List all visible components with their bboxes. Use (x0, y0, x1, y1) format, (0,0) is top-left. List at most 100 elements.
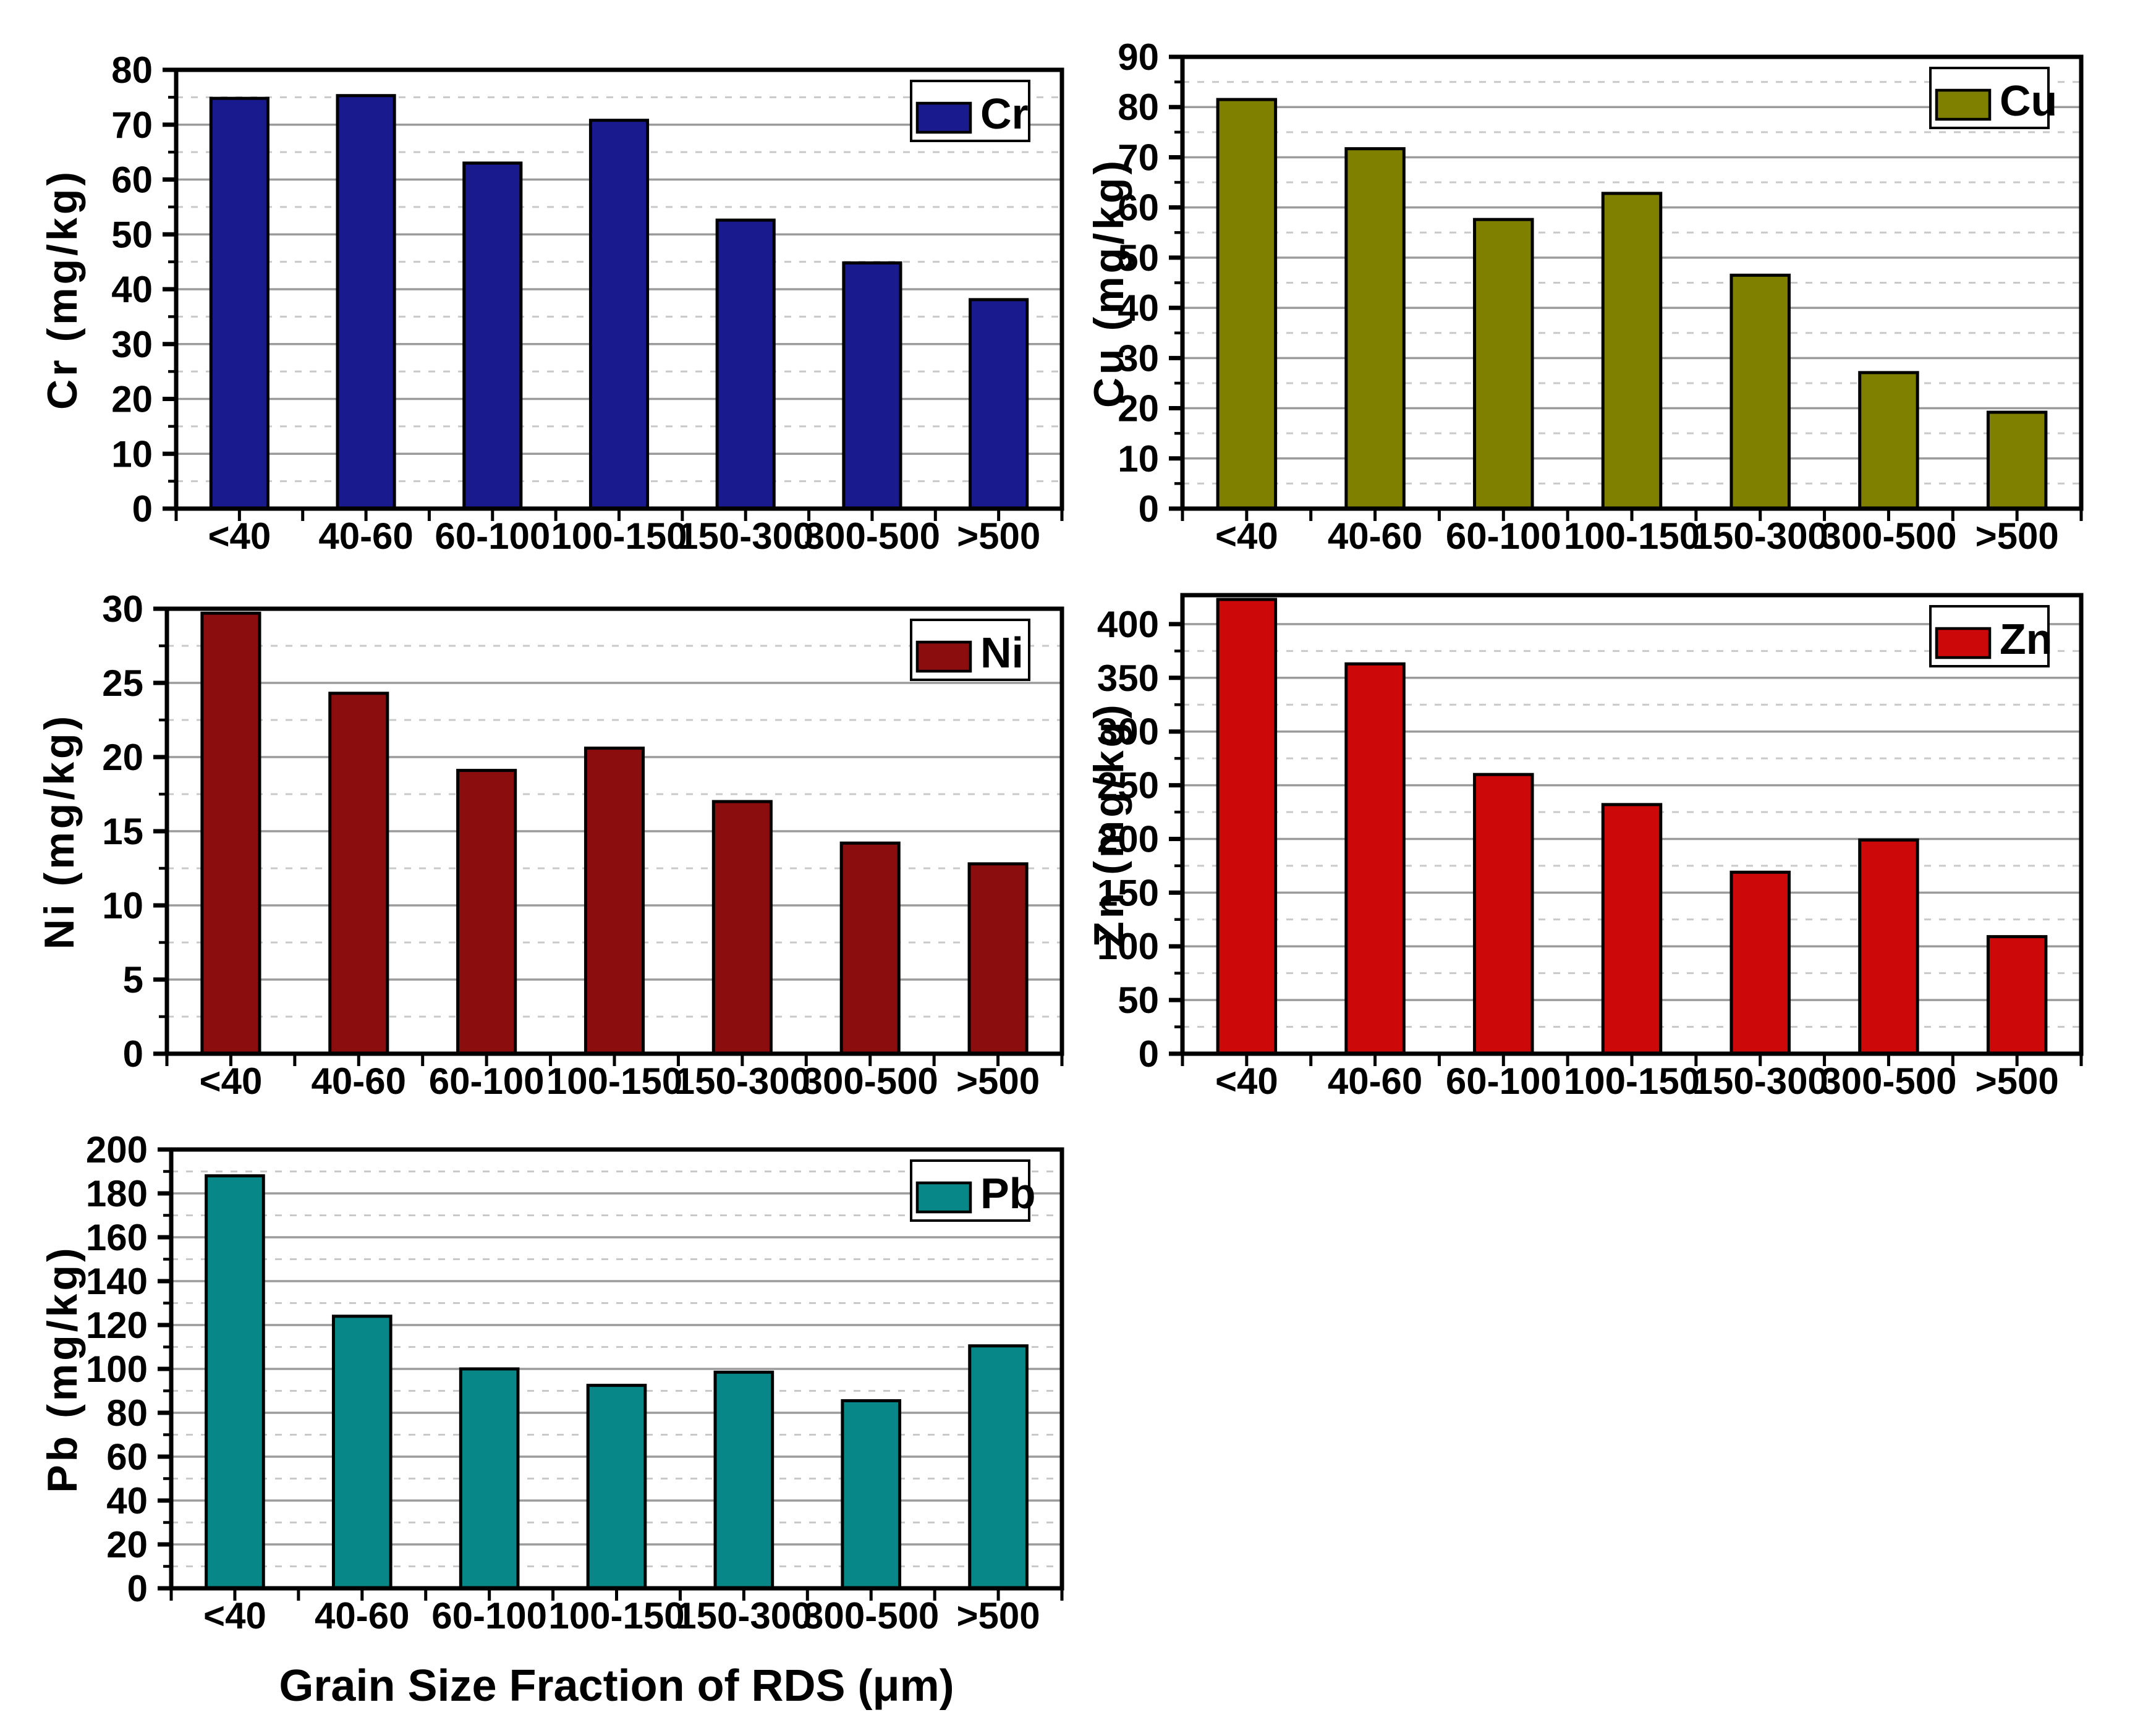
x-tick-label: <40 (200, 1061, 263, 1102)
y-tick-label: 90 (1118, 36, 1159, 78)
y-tick-label: 200 (1097, 818, 1159, 860)
y-tick-label: 20 (102, 737, 143, 778)
legend-cr: Cr (910, 80, 1030, 142)
x-tick-label: 100-150 (1564, 515, 1700, 557)
bar-zn-300-500 (1858, 838, 1919, 1056)
y-tick-label: 200 (86, 1129, 148, 1171)
bar-zn-150-300 (1729, 870, 1791, 1056)
y-tick-label: 400 (1097, 604, 1159, 645)
bar-cr-100-150 (588, 119, 650, 510)
y-tick-label: 50 (111, 214, 153, 255)
y-tick-label: 80 (1118, 87, 1159, 128)
y-tick-label: 0 (1139, 488, 1159, 530)
y-tick-label: 15 (102, 811, 143, 852)
x-tick-label: <40 (1215, 1061, 1278, 1102)
x-tick-label: 100-150 (548, 1595, 684, 1636)
x-axis-title: Grain Size Fraction of RDS (μm) (279, 1661, 954, 1711)
bar-zn-40-60 (1344, 662, 1406, 1056)
bar-cr-150-300 (715, 218, 776, 510)
y-tick-label: 80 (111, 49, 153, 91)
bar-cu-300-500 (1858, 371, 1919, 510)
y-tick-label: 70 (1118, 137, 1159, 178)
y-tick-label: 30 (1118, 337, 1159, 379)
x-tick-label: 300-500 (1820, 1061, 1956, 1102)
y-tick-label: 40 (111, 269, 153, 310)
bar-ni-60-100 (456, 769, 517, 1056)
x-tick-label: 300-500 (802, 1061, 938, 1102)
bar-cu-60-100 (1473, 218, 1534, 510)
legend-label: Zn (2000, 615, 2053, 663)
bar-pb-40-60 (331, 1315, 393, 1590)
legend-swatch (1935, 627, 1992, 659)
y-tick-label: 40 (1118, 287, 1159, 329)
y-tick-label: 120 (86, 1305, 148, 1346)
legend-label: Cr (980, 90, 1029, 138)
y-tick-label: 350 (1097, 658, 1159, 699)
x-tick-label: 100-150 (551, 515, 687, 557)
y-tick-label: 50 (1118, 980, 1159, 1021)
y-tick-label: 25 (102, 663, 143, 704)
x-tick-label: 40-60 (1328, 515, 1422, 557)
x-tick-label: <40 (208, 515, 271, 557)
y-tick-label: 10 (111, 433, 153, 475)
legend-cu: Cu (1929, 67, 2057, 129)
bar-cr-300-500 (842, 261, 902, 510)
legend-swatch (915, 1181, 972, 1214)
y-tick-label: 0 (132, 488, 153, 530)
x-tick-label: >500 (1976, 515, 2059, 557)
x-tick-label: 300-500 (804, 515, 940, 557)
x-tick-label: 150-300 (677, 515, 813, 557)
x-tick-label: 100-150 (546, 1061, 682, 1102)
x-tick-label: 60-100 (1446, 515, 1561, 557)
y-tick-label: 100 (86, 1349, 148, 1390)
x-tick-label: <40 (1215, 515, 1278, 557)
chart-zn: 0 50 100 150 200 250 300 350 400 <40 40-60 60-100 10… (1085, 593, 2084, 1102)
y-tick-label: 60 (111, 159, 153, 201)
bar-cr-<40 (209, 96, 270, 510)
y-tick-label: 30 (111, 324, 153, 365)
x-tick-label: 300-500 (803, 1595, 939, 1636)
x-tick-label: 150-300 (674, 1061, 810, 1102)
legend-label: Cu (2000, 77, 2057, 125)
x-tick-label: 40-60 (315, 1595, 409, 1636)
y-tick-label: 60 (1118, 187, 1159, 229)
y-tick-label: 80 (106, 1392, 148, 1434)
y-tick-label: 30 (102, 588, 143, 630)
bar-cr-60-100 (462, 161, 523, 510)
x-tick-label: >500 (956, 1061, 1040, 1102)
chart-ni: 0 5 10 15 20 25 30 <40 40-60 60-100 100-150150-300… (36, 588, 1064, 1102)
y-tick-label: 150 (1097, 872, 1159, 913)
legend-label: Ni (980, 629, 1024, 677)
x-tick-label: 60-100 (431, 1595, 547, 1636)
y-tick-label: 20 (106, 1524, 148, 1565)
legend-ni: Ni (910, 619, 1030, 681)
x-tick-label: 60-100 (435, 515, 550, 557)
y-tick-label: 20 (111, 379, 153, 420)
x-tick-label: <40 (203, 1595, 266, 1636)
x-tick-label: 40-60 (318, 515, 413, 557)
y-tick-label: 50 (1118, 237, 1159, 279)
y-tick-label: 180 (86, 1173, 148, 1214)
x-tick-label: 150-300 (1692, 515, 1828, 557)
y-tick-label: 0 (123, 1033, 143, 1075)
y-tick-label: 250 (1097, 765, 1159, 807)
x-tick-label: 100-150 (1564, 1061, 1700, 1102)
y-tick-label: 60 (106, 1436, 148, 1478)
bar-cr-40-60 (336, 94, 396, 510)
bar-pb-60-100 (459, 1367, 520, 1590)
x-tick-label: 300-500 (1820, 515, 1956, 557)
bar-cu-150-300 (1729, 273, 1791, 510)
y-tick-label: 300 (1097, 711, 1159, 753)
y-tick-label: 10 (1118, 438, 1159, 480)
y-tick-label: 160 (86, 1217, 148, 1258)
x-tick-label: 150-300 (676, 1595, 812, 1636)
bar-cu-100-150 (1601, 192, 1663, 510)
y-tick-label: 100 (1097, 926, 1159, 967)
legend-pb: Pb (910, 1159, 1035, 1222)
bar-ni-40-60 (328, 692, 389, 1056)
x-tick-label: 60-100 (1446, 1061, 1561, 1102)
legend-label: Pb (980, 1169, 1035, 1217)
bar-ni-<40 (200, 611, 261, 1056)
